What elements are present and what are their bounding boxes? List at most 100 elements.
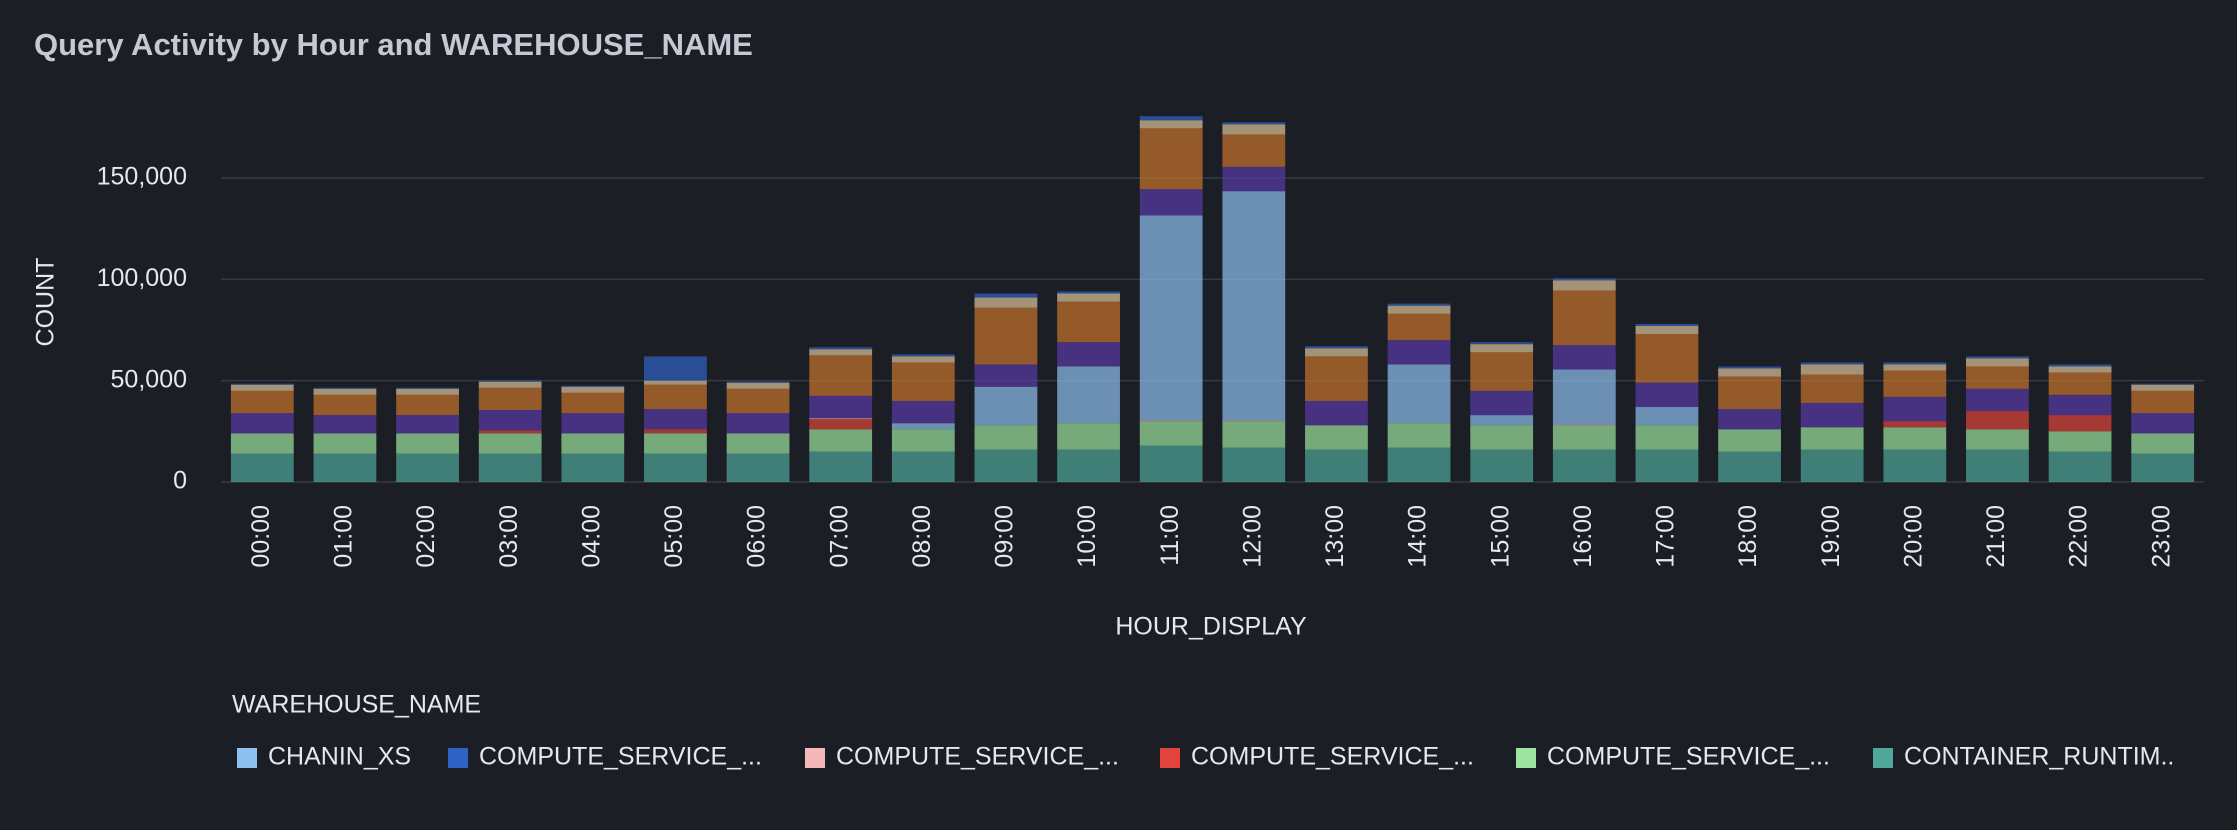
x-tick-label: 22:00	[2065, 505, 2093, 568]
bar-segment	[1387, 423, 1451, 448]
legend-label[interactable]: COMPUTE_SERVICE_...	[479, 743, 762, 771]
x-tick-label: 05:00	[660, 505, 688, 568]
bar-segment	[1883, 362, 1947, 365]
legend-swatch[interactable]	[805, 748, 825, 768]
bar-segment	[2048, 451, 2112, 482]
bar-segment	[1057, 293, 1120, 302]
bar-segment	[1222, 447, 1286, 482]
bar-segment	[1800, 449, 1864, 482]
bar-segment	[1139, 116, 1203, 121]
legend-label[interactable]: COMPUTE_SERVICE_...	[1547, 743, 1830, 771]
bars	[230, 116, 2195, 482]
bar-segment	[644, 429, 707, 434]
legend-swatch[interactable]	[1516, 748, 1536, 768]
bar-segment	[1305, 348, 1368, 357]
bar-segment	[2048, 364, 2112, 367]
legend-swatch[interactable]	[1873, 748, 1893, 768]
bar-segment	[1635, 325, 1699, 335]
bar-segment	[1057, 423, 1120, 450]
bar-segment	[726, 433, 790, 454]
bar-segment	[1222, 122, 1286, 125]
grid	[221, 177, 2204, 483]
y-tick-label: 0	[173, 467, 187, 495]
bar-segment	[561, 386, 625, 393]
bar-segment	[726, 382, 790, 389]
x-tick-label: 00:00	[247, 505, 275, 568]
bar-segment	[1222, 124, 1286, 135]
legend-label[interactable]: COMPUTE_SERVICE_...	[1191, 743, 1474, 771]
bar-segment	[1387, 313, 1451, 341]
bar-segment	[1387, 340, 1451, 365]
bar-segment	[1222, 191, 1286, 421]
bar-segment	[1883, 396, 1947, 422]
legend-swatch[interactable]	[448, 748, 468, 768]
legend-swatch[interactable]	[1160, 748, 1180, 768]
bar-segment	[1552, 369, 1616, 425]
bar-segment	[1139, 215, 1203, 421]
bar-segment	[1635, 449, 1699, 482]
bar-segment	[1966, 356, 2029, 359]
bar-segment	[1305, 400, 1368, 426]
x-tick-label: 06:00	[743, 505, 771, 568]
x-tick-label: 07:00	[825, 505, 853, 568]
bar-segment	[313, 433, 377, 454]
bar-segment	[809, 419, 873, 430]
bar-segment	[1387, 447, 1451, 482]
bar-segment	[1966, 429, 2029, 450]
bar-segment	[974, 293, 1038, 298]
bar-segment	[809, 429, 873, 452]
x-tick-label: 17:00	[1652, 505, 1680, 568]
bar-segment	[891, 356, 955, 363]
bar-segment	[891, 362, 955, 401]
bar-segment	[1966, 449, 2029, 482]
x-axis-label: HOUR_DISPLAY	[1115, 613, 1307, 641]
legend-label[interactable]: COMPUTE_SERVICE_...	[836, 743, 1119, 771]
bar-segment	[1057, 301, 1120, 343]
bar-segment	[974, 364, 1038, 387]
x-tick-label: 16:00	[1569, 505, 1597, 568]
bar-segment	[1800, 374, 1864, 403]
bar-segment	[891, 400, 955, 424]
bar-segment	[230, 433, 294, 454]
bar-segment	[644, 433, 707, 454]
bar-segment	[1139, 120, 1203, 129]
x-tick-label: 09:00	[991, 505, 1019, 568]
bar-segment	[2048, 394, 2112, 416]
bar-segment	[1552, 290, 1616, 346]
bar-segment	[1883, 421, 1947, 428]
bar-segment	[478, 430, 542, 434]
bar-segment	[1552, 449, 1616, 482]
bar-segment	[1800, 364, 1864, 375]
bar-segment	[561, 392, 625, 414]
bar-segment	[1635, 425, 1699, 450]
x-tick-label: 04:00	[577, 505, 605, 568]
bar-segment	[1800, 362, 1864, 365]
legend-title: WAREHOUSE_NAME	[232, 691, 481, 719]
bar-segment	[1883, 364, 1947, 371]
legend-swatch[interactable]	[237, 748, 257, 768]
legend-label[interactable]: CONTAINER_RUNTIM..	[1904, 743, 2174, 771]
x-tick-label: 23:00	[2147, 505, 2175, 568]
bar-segment	[891, 354, 955, 357]
bar-segment	[1883, 449, 1947, 482]
bar-segment	[1470, 352, 1534, 391]
bar-segment	[1635, 323, 1699, 326]
bar-segment	[396, 453, 459, 482]
x-tick-label: 14:00	[1404, 505, 1432, 568]
bar-segment	[1222, 134, 1286, 167]
bar-segment	[1139, 189, 1203, 216]
bar-segment	[891, 423, 955, 430]
bar-segment	[561, 433, 625, 454]
bar-segment	[230, 390, 294, 414]
x-tick-label: 13:00	[1321, 505, 1349, 568]
x-tick-label: 15:00	[1486, 505, 1514, 568]
x-tick-label: 10:00	[1073, 505, 1101, 568]
bar-segment	[478, 453, 542, 482]
x-tick-label: 11:00	[1156, 505, 1184, 566]
bar-segment	[313, 415, 377, 434]
legend-label[interactable]: CHANIN_XS	[268, 743, 411, 771]
bar-segment	[1718, 429, 1781, 452]
bar-segment	[1305, 449, 1368, 482]
bar-segment	[644, 384, 707, 410]
